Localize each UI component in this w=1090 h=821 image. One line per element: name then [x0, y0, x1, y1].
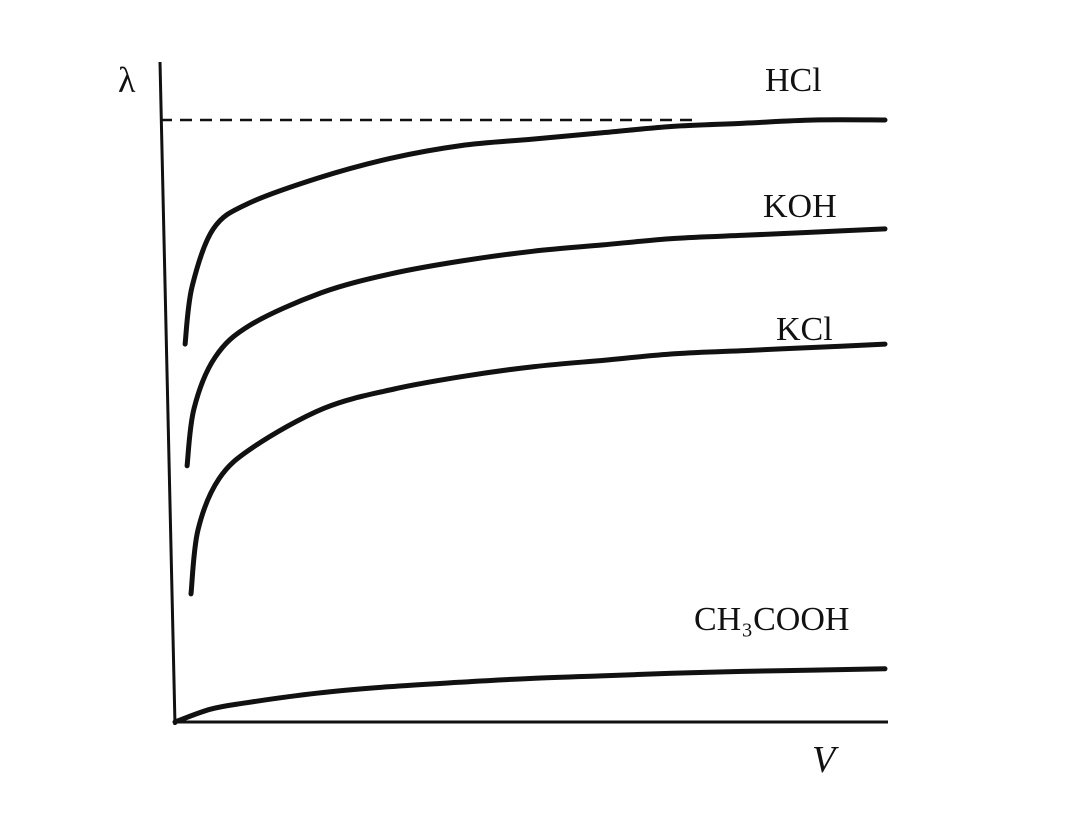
series-line-koh: [184, 226, 888, 469]
y-axis: [158, 61, 177, 726]
series-line-hcl: [182, 117, 888, 347]
series-line-kcl: [188, 341, 888, 597]
x-axis-label: V: [812, 739, 839, 781]
series-label-koh: KOH: [763, 188, 837, 225]
series-line-ch3cooh: [172, 666, 888, 725]
series-label-ch3cooh: CH₃COOH: [694, 601, 849, 638]
series-label-kcl: KCl: [776, 311, 833, 348]
series-label-hcl: HCl: [765, 62, 822, 99]
y-axis-label: λ: [118, 60, 136, 100]
